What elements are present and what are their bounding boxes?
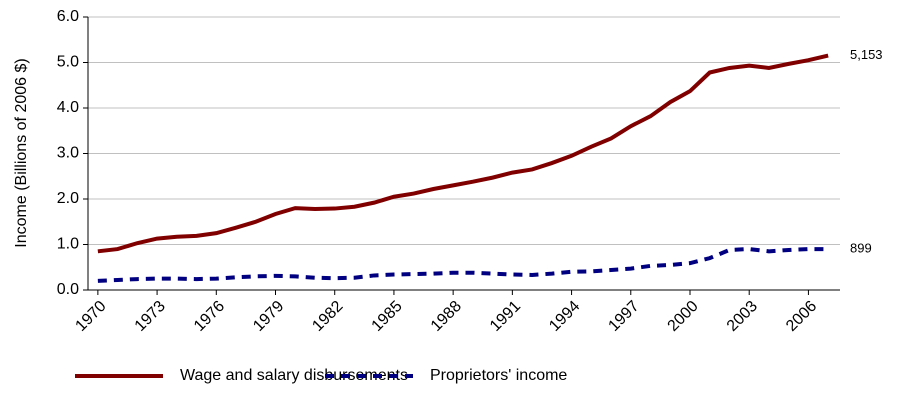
value-label: 5,153 (850, 47, 883, 62)
x-tick-label: 2000 (665, 298, 702, 335)
y-tick-label: 3.0 (57, 145, 79, 162)
y-tick-label: 1.0 (57, 236, 79, 253)
x-tick-label: 1970 (72, 298, 109, 335)
y-tick-label: 2.0 (57, 190, 79, 207)
x-tick-label: 1988 (428, 298, 465, 335)
y-tick-label: 4.0 (57, 99, 79, 116)
x-tick-label: 2003 (724, 298, 761, 335)
x-tick-label: 1985 (369, 298, 406, 335)
y-axis-label: Income (Billions of 2006 $) (13, 58, 30, 247)
x-tick-label: 1991 (487, 298, 524, 335)
value-label: 899 (850, 241, 872, 256)
series-line (97, 247, 829, 283)
x-tick-label: 1997 (605, 298, 642, 335)
legend-label: Proprietors' income (430, 367, 567, 384)
series-line (97, 53, 829, 254)
x-tick-label: 1976 (191, 298, 228, 335)
y-tick-label: 0.0 (57, 281, 79, 298)
x-tick-label: 1973 (132, 298, 169, 335)
x-tick-label: 1994 (546, 298, 583, 335)
x-tick-label: 1979 (250, 298, 287, 335)
y-tick-label: 6.0 (57, 8, 79, 25)
y-tick-label: 5.0 (57, 54, 79, 71)
x-tick-label: 1982 (309, 298, 346, 335)
x-tick-label: 2006 (783, 298, 820, 335)
legend-label: Wage and salary disbursements (180, 367, 408, 384)
